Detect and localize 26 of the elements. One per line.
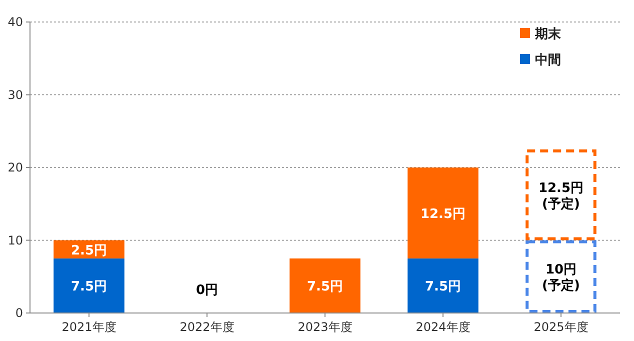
data-label: 7.5円 bbox=[424, 280, 462, 295]
data-label: 12.5円 (予定) bbox=[538, 180, 584, 212]
x-tick-label: 2024年度 bbox=[416, 320, 470, 334]
data-label: 10円 (予定) bbox=[542, 262, 580, 294]
legend-label: 期末 bbox=[534, 27, 562, 42]
x-tick-label: 2023年度 bbox=[298, 320, 352, 334]
y-tick-label: 30 bbox=[8, 88, 23, 102]
data-label: 7.5円 bbox=[70, 280, 108, 295]
y-tick-label: 10 bbox=[8, 233, 23, 248]
y-tick-label: 20 bbox=[8, 160, 23, 174]
bar bbox=[526, 240, 596, 313]
data-label: 7.5円 bbox=[306, 280, 344, 295]
bar bbox=[54, 258, 124, 313]
x-tick-label: 2021年度 bbox=[62, 320, 116, 334]
data-label: 0円 bbox=[196, 283, 218, 298]
x-tick-label: 2025年度 bbox=[534, 320, 588, 334]
y-tick-label: 0 bbox=[15, 306, 23, 320]
legend-label: 中間 bbox=[535, 53, 561, 68]
bar bbox=[408, 168, 478, 258]
data-label: 12.5円 bbox=[420, 206, 466, 222]
x-tick-label: 2022年度 bbox=[180, 320, 234, 334]
bar bbox=[408, 258, 478, 313]
bar bbox=[290, 258, 360, 313]
data-label: 2.5円 bbox=[70, 243, 108, 258]
bar bbox=[526, 149, 596, 240]
y-tick-label: 40 bbox=[8, 15, 23, 29]
